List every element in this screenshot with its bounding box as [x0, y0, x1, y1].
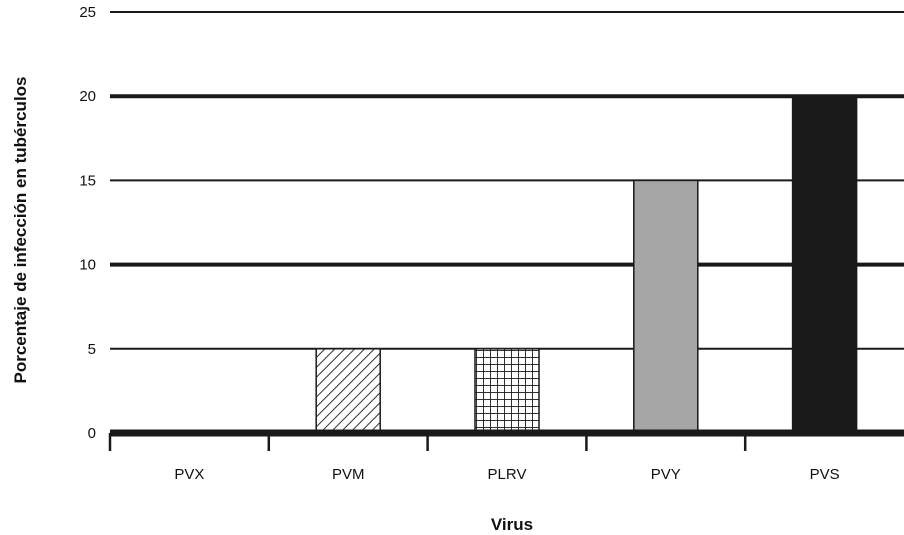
x-tick-label-pvx: PVX	[174, 466, 204, 483]
x-tick-label-pvs: PVS	[810, 466, 840, 483]
x-axis-title: Virus	[491, 515, 533, 534]
bar-pvs	[791, 95, 858, 434]
bar-pvm	[315, 348, 381, 434]
y-tick-labels: 0 5 10 15 20 25	[79, 4, 96, 442]
x-tick-label-plrv: PLRV	[488, 466, 527, 483]
y-tick-label-5: 5	[88, 341, 96, 358]
bar-plrv	[474, 348, 540, 434]
x-tick-label-pvm: PVM	[332, 466, 365, 483]
bars	[315, 95, 858, 434]
y-tick-label-0: 0	[88, 425, 96, 442]
y-tick-label-20: 20	[79, 88, 96, 105]
y-tick-label-10: 10	[79, 257, 96, 274]
x-tick-label-pvy: PVY	[651, 466, 681, 483]
x-axis	[108, 429, 904, 451]
y-axis-title: Porcentaje de infección en tubérculos	[11, 76, 30, 383]
gridlines	[110, 11, 904, 350]
y-tick-label-15: 15	[79, 172, 96, 189]
y-tick-label-25: 25	[79, 4, 96, 21]
bar-pvy	[633, 179, 699, 434]
x-tick-labels: PVX PVM PLRV PVY PVS	[174, 466, 839, 483]
